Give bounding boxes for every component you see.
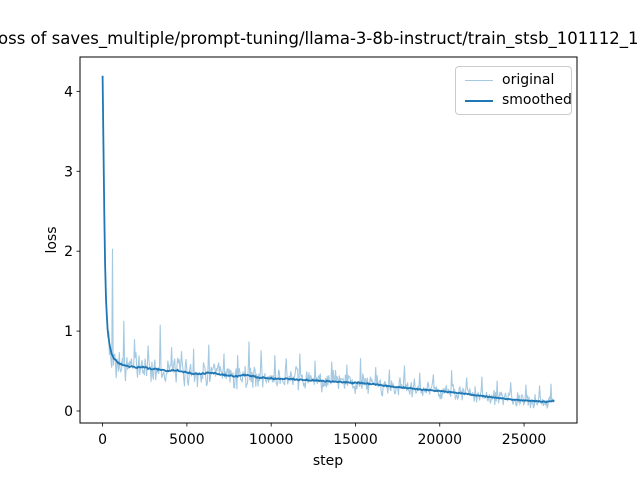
- x-tick-label: 15000: [333, 432, 378, 448]
- axes-frame: [79, 56, 578, 424]
- y-tick-label: 2: [64, 244, 73, 260]
- x-tick-label: 5000: [169, 432, 205, 448]
- x-tick-label: 25000: [502, 432, 547, 448]
- legend-item-smoothed: smoothed: [465, 93, 572, 108]
- chart-title: oss of saves_multiple/prompt-tuning/llam…: [0, 29, 639, 48]
- smoothed-line-swatch: [465, 99, 493, 102]
- x-axis-label: step: [312, 453, 344, 469]
- original-line-swatch: [465, 80, 493, 81]
- legend: original smoothed: [455, 66, 572, 115]
- legend-label-smoothed: smoothed: [502, 92, 572, 108]
- original-series-line: [102, 75, 555, 409]
- y-axis-label: loss: [44, 226, 60, 254]
- legend-item-original: original: [465, 73, 562, 88]
- x-tick-label: 0: [98, 432, 107, 448]
- y-tick-label: 0: [64, 404, 73, 420]
- y-tick-label: 4: [64, 84, 73, 100]
- smoothed-series-line: [101, 75, 555, 404]
- legend-label-original: original: [502, 72, 555, 88]
- y-tick-label: 3: [64, 164, 73, 180]
- x-tick-label: 20000: [417, 432, 462, 448]
- y-tick-label: 1: [64, 324, 73, 340]
- x-tick-label: 10000: [249, 432, 294, 448]
